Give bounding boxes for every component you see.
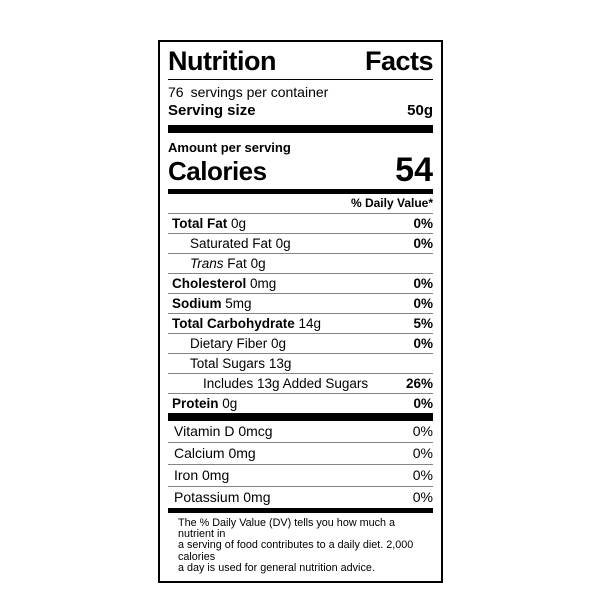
serving-size-row: Serving size 50g bbox=[168, 101, 433, 120]
row-total-sugars: Total Sugars 13g bbox=[168, 353, 433, 373]
dv-cholesterol: 0% bbox=[413, 276, 433, 291]
row-added-sugars: Includes 13g Added Sugars 26% bbox=[168, 373, 433, 393]
dv-sodium: 0% bbox=[413, 296, 433, 311]
dv-dietary-fiber: 0% bbox=[413, 336, 433, 351]
label-title: Nutrition Facts bbox=[168, 42, 434, 80]
calories-row: Calories 54 bbox=[168, 151, 433, 189]
servings-per-container: 76 servings per container bbox=[168, 80, 433, 101]
row-saturated-fat: Saturated Fat 0g 0% bbox=[168, 233, 433, 253]
dv-calcium: 0% bbox=[412, 445, 433, 461]
thick-divider-bar bbox=[168, 125, 433, 133]
serving-size-label: Serving size bbox=[168, 102, 256, 119]
calories-value: 54 bbox=[395, 151, 433, 189]
servings-label: servings per container bbox=[190, 84, 329, 100]
dv-total-fat: 0% bbox=[413, 216, 433, 231]
row-sodium: Sodium 5mg 0% bbox=[168, 293, 433, 313]
dv-potassium: 0% bbox=[412, 489, 433, 505]
medium-divider-bar bbox=[168, 189, 433, 194]
nutrition-facts-label: Nutrition Facts 76 servings per container… bbox=[158, 40, 443, 584]
footnote-line: a serving of food contributes to a daily… bbox=[178, 539, 414, 563]
row-dietary-fiber: Dietary Fiber 0g 0% bbox=[168, 333, 433, 353]
thick-divider-bar bbox=[168, 413, 433, 421]
row-potassium: Potassium 0mg 0% bbox=[168, 486, 433, 508]
amount-per-serving-label: Amount per serving bbox=[168, 140, 291, 155]
row-total-fat: Total Fat 0g 0% bbox=[168, 213, 433, 233]
medium-divider-bar bbox=[168, 508, 433, 513]
dv-protein: 0% bbox=[413, 396, 433, 411]
calories-label: Calories bbox=[168, 156, 267, 186]
row-cholesterol: Cholesterol 0mg 0% bbox=[168, 273, 433, 293]
daily-value-footnote: The % Daily Value (DV) tells you how muc… bbox=[168, 513, 433, 581]
title-word-nutrition: Nutrition bbox=[168, 46, 276, 76]
daily-value-header: % Daily Value* bbox=[350, 196, 433, 210]
serving-size-value: 50g bbox=[407, 102, 433, 119]
row-vitamin-d: Vitamin D 0mcg 0% bbox=[168, 421, 433, 442]
row-total-carbohydrate: Total Carbohydrate 14g 5% bbox=[168, 313, 433, 333]
footnote-line: The % Daily Value (DV) tells you how muc… bbox=[178, 517, 396, 541]
row-iron: Iron 0mg 0% bbox=[168, 464, 433, 486]
dv-total-carbohydrate: 5% bbox=[413, 316, 433, 331]
footnote-line: a day is used for general nutrition advi… bbox=[178, 561, 375, 574]
row-protein: Protein 0g 0% bbox=[168, 393, 433, 413]
title-word-facts: Facts bbox=[364, 46, 434, 76]
dv-added-sugars: 26% bbox=[405, 376, 433, 391]
servings-count: 76 bbox=[168, 84, 184, 100]
row-calcium: Calcium 0mg 0% bbox=[168, 442, 433, 464]
row-trans-fat: Trans Fat 0g bbox=[168, 253, 433, 273]
dv-iron: 0% bbox=[412, 467, 433, 483]
dv-vitamin-d: 0% bbox=[412, 423, 433, 439]
dv-saturated-fat: 0% bbox=[413, 236, 433, 251]
